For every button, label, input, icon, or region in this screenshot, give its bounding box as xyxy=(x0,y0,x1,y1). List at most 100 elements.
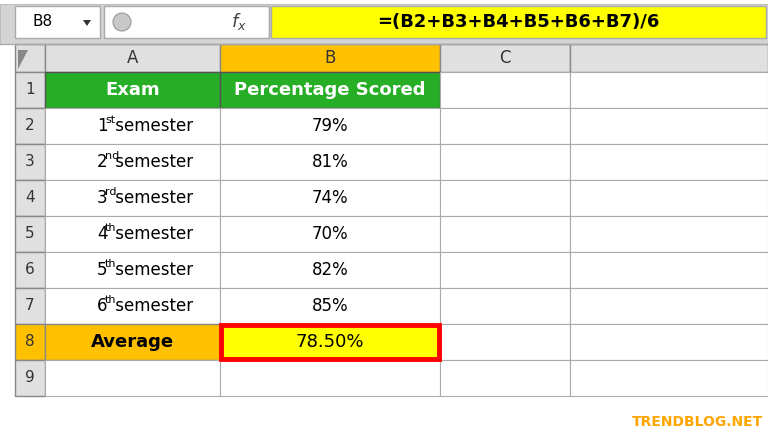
Text: semester: semester xyxy=(111,189,194,207)
Text: $f_x$: $f_x$ xyxy=(231,12,247,32)
Bar xyxy=(15,324,45,360)
Bar xyxy=(220,360,440,396)
Bar xyxy=(570,324,768,360)
Bar xyxy=(570,108,768,144)
Text: 5: 5 xyxy=(97,261,108,279)
Bar xyxy=(45,288,220,324)
Bar xyxy=(104,6,269,38)
Text: 2: 2 xyxy=(25,118,35,133)
Bar xyxy=(45,360,220,396)
Bar xyxy=(570,252,768,288)
Bar xyxy=(440,44,570,72)
Text: 70%: 70% xyxy=(312,225,349,243)
Bar xyxy=(220,44,440,72)
Bar xyxy=(440,216,570,252)
Text: semester: semester xyxy=(111,117,194,135)
Bar xyxy=(440,288,570,324)
Bar xyxy=(440,324,570,360)
Text: 81%: 81% xyxy=(312,153,349,171)
Bar xyxy=(221,325,439,359)
Bar xyxy=(220,216,440,252)
Text: 7: 7 xyxy=(25,299,35,314)
Bar xyxy=(15,6,100,38)
Bar xyxy=(45,180,220,216)
Bar xyxy=(15,216,45,252)
Bar xyxy=(15,144,45,180)
Text: 2: 2 xyxy=(97,153,108,171)
Text: A: A xyxy=(127,49,138,67)
Text: 82%: 82% xyxy=(312,261,349,279)
Text: 9: 9 xyxy=(25,371,35,385)
Bar xyxy=(271,6,766,38)
Text: 1: 1 xyxy=(25,83,35,98)
Bar xyxy=(15,252,45,288)
Bar xyxy=(45,144,220,180)
Bar xyxy=(15,72,45,108)
Bar xyxy=(440,108,570,144)
Text: =(B2+B3+B4+B5+B6+B7)/6: =(B2+B3+B4+B5+B6+B7)/6 xyxy=(377,13,660,31)
Bar xyxy=(45,252,220,288)
Bar xyxy=(45,108,220,144)
Bar xyxy=(440,180,570,216)
Text: semester: semester xyxy=(111,153,194,171)
Text: semester: semester xyxy=(111,225,194,243)
Text: th: th xyxy=(105,223,117,233)
Bar xyxy=(570,216,768,252)
Text: C: C xyxy=(499,49,511,67)
Text: th: th xyxy=(105,295,117,305)
Circle shape xyxy=(113,13,131,31)
Text: 3: 3 xyxy=(25,155,35,169)
Bar xyxy=(570,72,768,108)
Text: B8: B8 xyxy=(33,15,53,29)
Bar xyxy=(0,4,768,44)
Polygon shape xyxy=(18,50,28,69)
Bar xyxy=(45,44,220,72)
Text: B: B xyxy=(324,49,336,67)
Text: 4: 4 xyxy=(25,191,35,206)
Bar xyxy=(570,144,768,180)
Text: Average: Average xyxy=(91,333,174,351)
Bar xyxy=(570,180,768,216)
Text: 8: 8 xyxy=(25,334,35,349)
Text: rd: rd xyxy=(105,187,117,197)
Bar xyxy=(440,72,570,108)
Bar xyxy=(440,144,570,180)
Bar xyxy=(220,324,440,360)
Bar xyxy=(220,72,440,108)
Bar xyxy=(220,180,440,216)
Text: st: st xyxy=(105,115,115,125)
Bar xyxy=(15,360,45,396)
Bar xyxy=(15,44,45,72)
Bar xyxy=(45,216,220,252)
Bar xyxy=(45,324,220,360)
Bar xyxy=(220,108,440,144)
Bar xyxy=(220,252,440,288)
Text: th: th xyxy=(105,259,117,269)
Text: semester: semester xyxy=(111,261,194,279)
Text: nd: nd xyxy=(105,151,119,161)
Bar xyxy=(45,72,220,108)
Bar xyxy=(15,288,45,324)
Bar xyxy=(220,288,440,324)
Text: 78.50%: 78.50% xyxy=(296,333,364,351)
Polygon shape xyxy=(83,20,91,26)
Bar xyxy=(570,288,768,324)
Text: Exam: Exam xyxy=(105,81,160,99)
Text: 5: 5 xyxy=(25,226,35,241)
Text: 3: 3 xyxy=(97,189,108,207)
Text: TRENDBLOG.NET: TRENDBLOG.NET xyxy=(632,415,763,429)
Bar xyxy=(15,108,45,144)
Bar xyxy=(440,360,570,396)
Text: 4: 4 xyxy=(97,225,108,243)
Bar xyxy=(440,252,570,288)
Text: Percentage Scored: Percentage Scored xyxy=(234,81,425,99)
Bar xyxy=(570,44,768,72)
Text: 79%: 79% xyxy=(312,117,349,135)
Text: 1: 1 xyxy=(97,117,108,135)
Bar xyxy=(15,180,45,216)
Text: 6: 6 xyxy=(25,263,35,277)
Bar xyxy=(220,144,440,180)
Text: 74%: 74% xyxy=(312,189,349,207)
Text: 6: 6 xyxy=(97,297,108,315)
Text: 85%: 85% xyxy=(312,297,349,315)
